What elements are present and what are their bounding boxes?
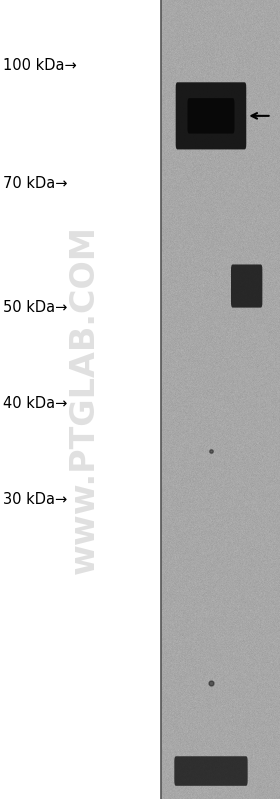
Text: 70 kDa→: 70 kDa→ bbox=[3, 177, 67, 191]
FancyBboxPatch shape bbox=[231, 264, 262, 308]
Text: 100 kDa→: 100 kDa→ bbox=[3, 58, 76, 73]
Text: 40 kDa→: 40 kDa→ bbox=[3, 396, 67, 411]
Text: www.PTGLAB.COM: www.PTGLAB.COM bbox=[67, 225, 101, 574]
Text: 30 kDa→: 30 kDa→ bbox=[3, 492, 67, 507]
Text: 50 kDa→: 50 kDa→ bbox=[3, 300, 67, 315]
FancyBboxPatch shape bbox=[161, 0, 280, 799]
FancyBboxPatch shape bbox=[0, 0, 161, 799]
FancyBboxPatch shape bbox=[176, 82, 246, 149]
FancyBboxPatch shape bbox=[174, 756, 248, 785]
FancyBboxPatch shape bbox=[188, 98, 235, 133]
